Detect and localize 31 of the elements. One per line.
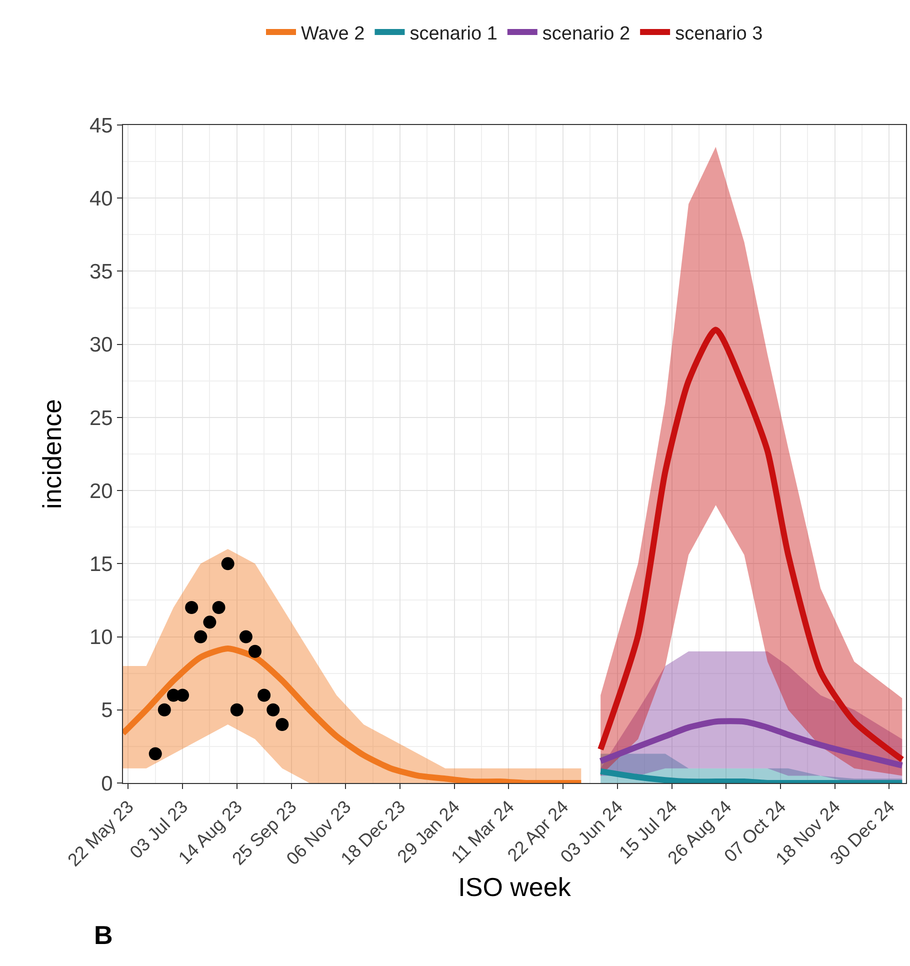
point: [239, 630, 252, 644]
y-axis-title: incidence: [37, 399, 67, 509]
point: [258, 688, 271, 702]
legend-label: Wave 2: [301, 23, 365, 44]
point: [194, 630, 208, 644]
y-tick-label: 0: [101, 772, 113, 796]
y-tick-label: 15: [89, 553, 113, 576]
y-tick-label: 25: [89, 406, 113, 430]
y-tick-label: 45: [89, 114, 113, 138]
point: [148, 747, 162, 760]
y-tick-label: 20: [89, 480, 113, 503]
y-tick-label: 40: [89, 187, 113, 210]
point: [185, 601, 198, 614]
point: [230, 703, 244, 716]
point: [276, 718, 289, 732]
point: [212, 601, 226, 614]
y-tick-label: 5: [101, 699, 113, 722]
legend-label: scenario 2: [542, 23, 630, 44]
legend-label: scenario 3: [675, 23, 763, 44]
point: [248, 644, 262, 658]
legend-label: scenario 1: [410, 23, 498, 44]
point: [266, 703, 280, 716]
y-tick-label: 35: [89, 260, 113, 284]
text: B: [94, 920, 113, 950]
point: [203, 616, 216, 629]
point: [221, 557, 234, 570]
y-tick-label: 10: [89, 626, 113, 650]
y-tick-label: 30: [89, 334, 113, 357]
point: [158, 703, 171, 716]
point: [176, 688, 190, 702]
x-axis-title: ISO week: [458, 872, 572, 902]
